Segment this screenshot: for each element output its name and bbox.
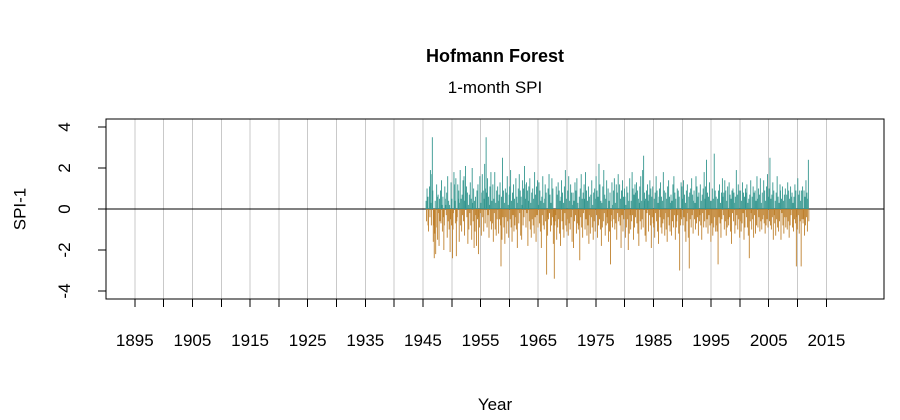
chart-title: Hofmann Forest	[425, 46, 564, 66]
x-axis-label: Year	[477, 395, 513, 414]
x-axis-tick-label: 1935	[346, 331, 384, 350]
x-axis-ticks-group	[134, 299, 827, 307]
y-axis-tick-label: 2	[55, 163, 74, 172]
y-axis-labels-group: -4 -2 0 2 4	[55, 122, 74, 298]
x-axis-tick-label: 1915	[231, 331, 269, 350]
x-axis-tick-label: 1945	[404, 331, 442, 350]
x-axis-tick-label: 1895	[116, 331, 154, 350]
x-axis-tick-label: 1905	[174, 331, 212, 350]
x-axis-tick-label: 1995	[692, 331, 730, 350]
x-axis-tick-label: 1955	[462, 331, 500, 350]
x-axis-tick-label: 1975	[577, 331, 615, 350]
spi-bars-group	[425, 137, 810, 279]
y-axis-tick-label: 4	[55, 122, 74, 131]
x-axis-labels-group: 1895 1905 1915 1925 1935 1945 1955 1965 1975 1985…	[116, 331, 845, 350]
x-axis-tick-label: 2005	[750, 331, 788, 350]
y-axis-label: SPI-1	[10, 187, 30, 231]
y-axis-ticks-group	[98, 126, 106, 292]
chart-subtitle: 1-month SPI	[447, 78, 543, 97]
x-axis-tick-label: 1965	[519, 331, 557, 350]
y-axis-tick-label: -4	[55, 283, 74, 298]
x-axis-tick-label: 1925	[289, 331, 327, 350]
x-axis-tick-label: 2015	[807, 331, 845, 350]
y-axis-tick-label: -2	[55, 242, 74, 257]
x-axis-tick-label: 1985	[635, 331, 673, 350]
y-axis-tick-label: 0	[55, 204, 74, 213]
